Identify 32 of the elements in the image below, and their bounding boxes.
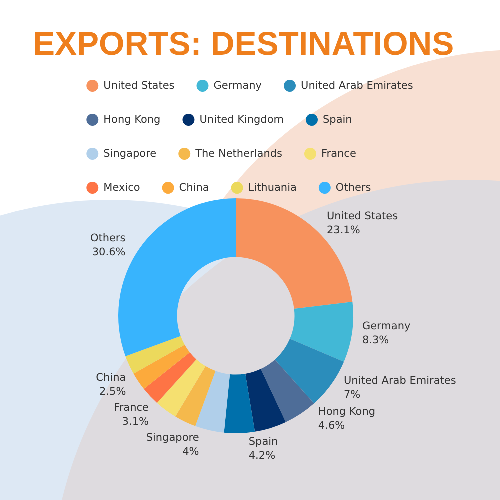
data-label: 7%	[344, 388, 361, 401]
legend-label: Singapore	[104, 148, 157, 160]
data-label: 8.3%	[362, 334, 390, 346]
legend-label: United Kingdom	[200, 114, 284, 126]
data-label: 2.5%	[99, 386, 126, 398]
data-label: 4%	[182, 446, 200, 458]
legend-label: United States	[104, 80, 175, 92]
chart-title: EXPORTS: DESTINATIONS	[33, 25, 454, 62]
slice-label: United Arab Emirates	[344, 374, 456, 387]
data-label: 30.6%	[92, 246, 126, 258]
legend-label: China	[179, 182, 210, 194]
legend-label: Lithuania	[248, 182, 297, 194]
legend-label: United Arab Emirates	[301, 80, 414, 92]
data-label: 4.2%	[248, 450, 276, 462]
legend-label: Germany	[214, 80, 262, 92]
data-label: 23.1%	[326, 224, 360, 237]
legend-label: Mexico	[104, 182, 140, 194]
legend-label: The Netherlands	[194, 148, 282, 160]
slice-label: Singapore	[146, 432, 200, 444]
slice-label: Germany	[362, 320, 411, 332]
legend-label: Others	[336, 182, 372, 194]
slice-label: United States	[326, 210, 398, 223]
legend-label: Spain	[323, 114, 352, 126]
slice-label: France	[114, 402, 149, 414]
slice-label: China	[96, 372, 126, 384]
data-label: 3.1%	[122, 416, 150, 428]
legend-label: France	[321, 148, 356, 160]
data-label: 4.6%	[318, 420, 346, 432]
slice-label: Spain	[248, 436, 278, 448]
slice-label: Hong Kong	[318, 406, 376, 418]
legend-label: Hong Kong	[104, 114, 161, 126]
slice-label: Others	[90, 232, 126, 244]
